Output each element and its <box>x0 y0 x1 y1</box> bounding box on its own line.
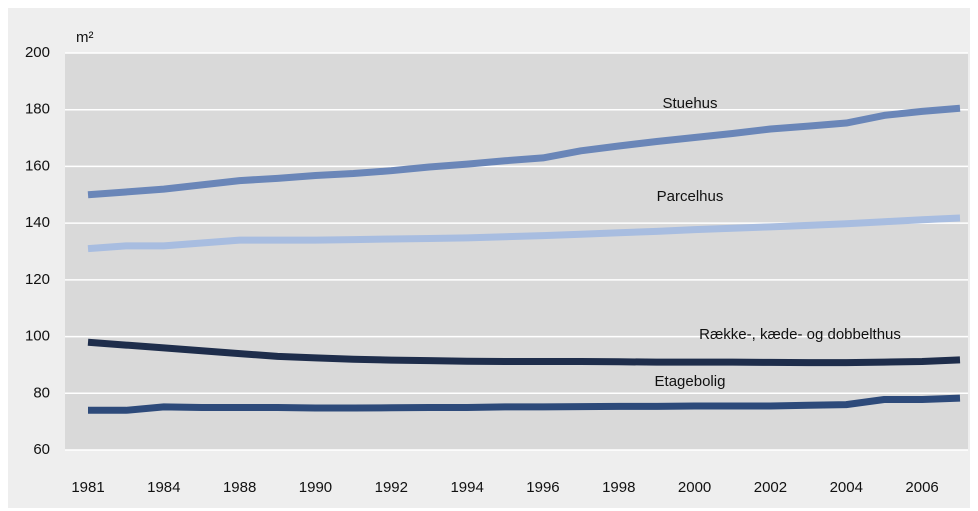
x-tick-label: 1990 <box>299 479 332 496</box>
y-tick-label: 140 <box>25 214 50 231</box>
y-tick-label: 80 <box>33 384 50 401</box>
series-label: Etagebolig <box>655 373 726 390</box>
y-tick-label: 180 <box>25 101 50 118</box>
series-label: Række-, kæde- og dobbelthus <box>699 326 901 343</box>
y-tick-label: 60 <box>33 441 50 458</box>
y-tick-label: 160 <box>25 157 50 174</box>
x-tick-label: 1984 <box>147 479 180 496</box>
x-tick-label: 1996 <box>526 479 559 496</box>
x-tick-label: 1994 <box>450 479 483 496</box>
series-label: Parcelhus <box>657 188 724 205</box>
plot-area <box>65 53 968 450</box>
y-tick-label: 200 <box>25 44 50 61</box>
x-tick-label: 2002 <box>754 479 787 496</box>
series-line <box>88 394 961 414</box>
series-line <box>87 104 961 199</box>
x-tick-label: 1988 <box>223 479 256 496</box>
series-line <box>87 214 961 253</box>
series-line <box>87 338 961 367</box>
series-label: Stuehus <box>662 95 717 112</box>
x-tick-label: 2004 <box>830 479 863 496</box>
y-tick-label: 100 <box>25 328 50 345</box>
unit-label: m² <box>76 29 94 46</box>
x-tick-label: 2000 <box>678 479 711 496</box>
x-tick-label: 1998 <box>602 479 635 496</box>
y-tick-label: 120 <box>25 271 50 288</box>
x-tick-label: 1981 <box>71 479 104 496</box>
x-tick-label: 2006 <box>905 479 938 496</box>
x-tick-label: 1992 <box>375 479 408 496</box>
